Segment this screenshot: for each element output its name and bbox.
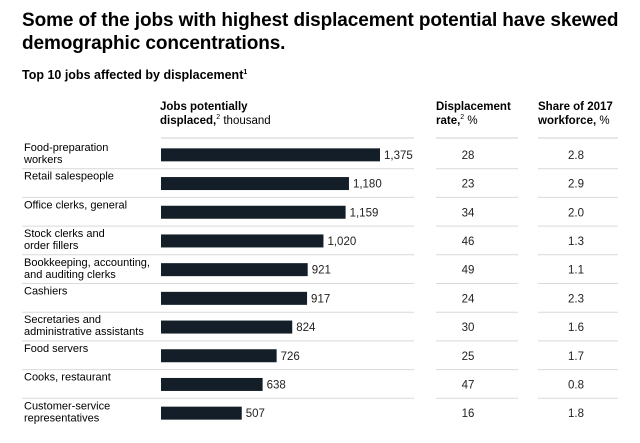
bar [161,349,277,363]
share-header-line1: Share of 2017 [538,101,613,113]
bar-value-label: 507 [246,408,265,420]
workforce-share-value: 1.8 [568,408,584,420]
category-label: Food servers [24,343,89,355]
share-header-line2: workforce, [538,115,597,127]
rate-header-footnote: 2 [460,114,465,122]
category-label: Bookkeeping, accounting, and auditing cle… [24,257,150,281]
bar [161,291,308,305]
category-label-line: Stock clerks and [24,228,105,240]
displacement-rate-value: 16 [462,408,475,420]
displacement-rate-value: 49 [462,265,475,277]
jobs-header-line1: Jobs potentially [160,101,248,113]
bar [161,234,324,248]
displacement-rate-value: 28 [462,150,475,162]
category-label: Retail salespeople [24,171,114,183]
displacement-rate-value: 25 [462,351,475,363]
bar [161,148,380,162]
workforce-share-value: 2.3 [568,293,584,305]
share-header-unit: % [599,115,610,127]
category-label-line: Secretaries and [24,314,101,326]
category-label-line: and auditing clerks [24,269,116,281]
category-label: Stock clerks and order fillers [24,228,105,252]
rate-header-line1: Displacement [436,101,511,113]
category-label: Cooks, restaurant [24,372,111,384]
bar-value-label: 917 [311,293,330,305]
displacement-rate-value: 30 [462,322,475,334]
bar [161,263,308,277]
jobs-header-footnote: 2 [216,114,221,122]
jobs-header-unit: thousand [223,115,271,127]
category-label-line: Cashiers [24,286,68,298]
bar-value-label: 1,020 [327,236,356,248]
category-label-line: Cooks, restaurant [24,372,111,384]
bar-value-label: 1,159 [350,207,379,219]
displacement-rate-value: 24 [462,293,475,305]
category-label-line: Food servers [24,343,89,355]
category-label-line: workers [23,154,63,166]
subtitle-text: Top 10 jobs affected by displacement [22,68,244,82]
workforce-share-value: 2.0 [568,207,584,219]
category-label: Secretaries and administrative assistants [24,314,144,338]
category-label: Food-preparation workers [23,142,108,166]
bar-value-label: 824 [296,322,316,334]
category-label-line: Bookkeeping, accounting, [24,257,150,269]
column-header-share: Share of 2017 workforce, % [538,100,613,128]
workforce-share-value: 1.1 [568,265,584,277]
displacement-rate-value: 46 [462,236,475,248]
category-label: Cashiers [24,286,68,298]
displacement-rate-value: 47 [462,379,475,391]
rate-header-line2: rate, [436,115,461,127]
column-header-rate: Displacement rate,2 % [436,100,511,128]
category-label-line: representatives [24,412,100,424]
displacement-rate-value: 34 [462,207,475,219]
bar-value-label: 1,180 [353,179,382,191]
rate-header-unit: % [467,115,478,127]
bar-value-label: 638 [267,379,286,391]
bar [161,406,242,420]
category-label-line: Customer-service [24,400,110,412]
bar [161,377,263,391]
category-label: Customer-service representatives [24,400,110,424]
workforce-share-value: 1.6 [568,322,584,334]
workforce-share-value: 2.9 [568,179,584,191]
workforce-share-value: 0.8 [568,379,584,391]
chart-subtitle: Top 10 jobs affected by displacement1 [22,68,247,82]
bar [161,205,346,219]
jobs-header-line2: displaced, [160,115,217,127]
bar [161,320,293,334]
workforce-share-value: 2.8 [568,150,584,162]
category-label-line: Office clerks, general [24,199,127,211]
bar [161,177,349,191]
bar-value-label: 726 [281,351,300,363]
bar-value-label: 921 [312,265,331,277]
category-label-line: Retail salespeople [24,171,114,183]
chart-title: Some of the jobs with highest displaceme… [22,10,619,54]
category-label-line: administrative assistants [24,326,144,338]
bar-value-label: 1,375 [384,150,413,162]
subtitle-footnote: 1 [243,68,248,76]
category-label-line: order fillers [24,240,79,252]
workforce-share-value: 1.3 [568,236,584,248]
displacement-rate-value: 23 [462,179,475,191]
category-label-line: Food-preparation [24,142,108,154]
column-header-jobs: Jobs potentially displaced,2 thousand [160,100,271,128]
workforce-share-value: 1.7 [568,351,584,363]
category-label: Office clerks, general [24,199,127,211]
